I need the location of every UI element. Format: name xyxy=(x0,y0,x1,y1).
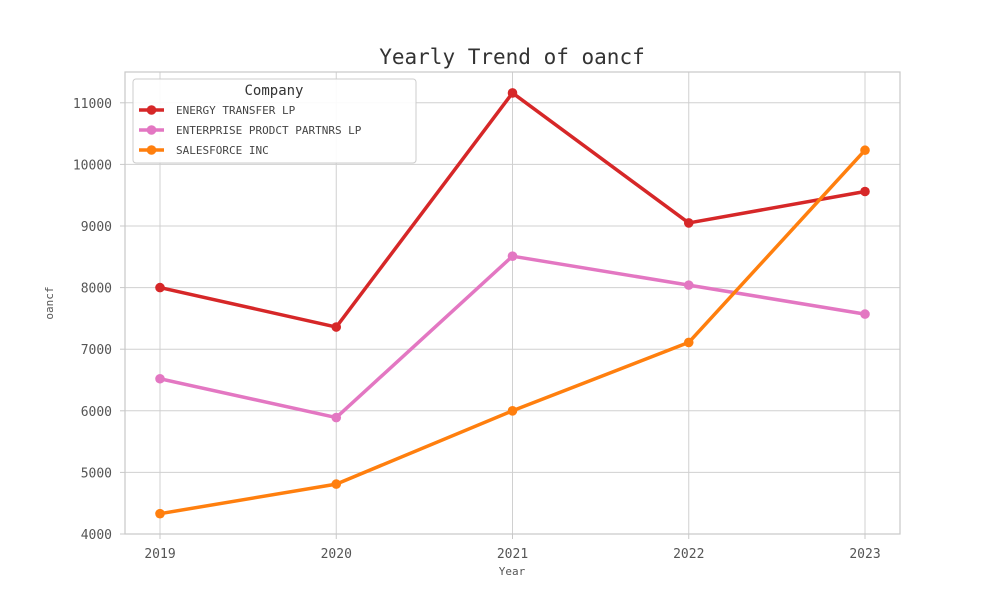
y-tick-label: 11000 xyxy=(73,97,112,112)
legend-box xyxy=(132,78,417,164)
y-tick-labels: 4000 5000 6000 7000 8000 9000 10000 11000 xyxy=(73,97,125,543)
y-tick-label: 9000 xyxy=(81,220,112,235)
y-tick-label: 10000 xyxy=(73,158,112,173)
chart-title: Yearly Trend of oancf xyxy=(379,45,645,69)
y-tick-label: 8000 xyxy=(81,282,112,297)
legend-marker xyxy=(146,105,157,115)
y-tick-label: 6000 xyxy=(81,405,112,420)
data-point xyxy=(331,412,342,423)
y-tick-label: 5000 xyxy=(81,466,112,481)
data-point xyxy=(860,186,870,197)
series-1 xyxy=(155,88,870,332)
legend-label: ENTERPRISE PRODCT PARTNRS LP xyxy=(176,124,362,137)
y-tick-label: 4000 xyxy=(81,528,112,543)
legend-label: ENERGY TRANSFER LP xyxy=(176,104,296,117)
data-point xyxy=(860,309,870,319)
data-point xyxy=(683,280,694,290)
x-tick-label: 2021 xyxy=(497,547,528,562)
data-point xyxy=(683,218,694,228)
x-tick-label: 2022 xyxy=(673,547,704,562)
legend-marker xyxy=(146,145,157,155)
x-tick-labels: 2019 2020 2021 2022 2023 xyxy=(144,534,881,562)
legend-entry: ENTERPRISE PRODCT PARTNRS LP xyxy=(139,124,362,137)
data-point xyxy=(507,88,518,98)
data-point xyxy=(155,282,165,293)
y-axis-label: oancf xyxy=(43,286,56,319)
x-tick-label: 2019 xyxy=(144,547,175,562)
data-point xyxy=(507,406,518,416)
data-point xyxy=(331,479,342,489)
legend-label: SALESFORCE INC xyxy=(176,144,269,157)
legend-entry: ENERGY TRANSFER LP xyxy=(139,104,296,117)
series-2 xyxy=(155,251,870,423)
x-tick-label: 2020 xyxy=(321,547,352,562)
data-point xyxy=(155,508,165,519)
data-point xyxy=(507,251,518,261)
y-tick-label: 7000 xyxy=(81,343,112,358)
legend-entries: ENERGY TRANSFER LP ENTERPRISE PRODCT PART… xyxy=(139,104,362,157)
data-point xyxy=(155,373,165,384)
legend: Company ENERGY TRANSFER LP ENTERPRISE PRO… xyxy=(132,78,417,164)
x-axis-label: Year xyxy=(499,565,526,578)
data-point xyxy=(331,322,342,332)
x-tick-label: 2023 xyxy=(849,547,880,562)
data-point xyxy=(683,337,694,348)
legend-title: Company xyxy=(244,83,303,99)
legend-entry: SALESFORCE INC xyxy=(139,144,269,157)
series-layer xyxy=(155,88,870,519)
legend-marker xyxy=(146,125,157,135)
data-point xyxy=(860,145,870,156)
series-3 xyxy=(155,145,870,519)
